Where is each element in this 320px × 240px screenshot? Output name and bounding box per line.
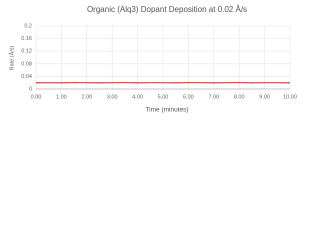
x-tick-label: 3.00	[107, 94, 118, 100]
y-axis-label: Rate (Å/s)	[8, 45, 15, 70]
y-tick-label: 0.12	[21, 49, 32, 55]
x-tick-label: 8.00	[234, 94, 245, 100]
y-tick-label: 0.2	[24, 23, 32, 29]
chart: Organic (Alq3) Dopant Deposition at 0.02…	[8, 5, 297, 114]
y-tick-label: 0	[29, 86, 32, 92]
chart-title: Organic (Alq3) Dopant Deposition at 0.02…	[87, 5, 247, 14]
x-tick-label: 5.00	[158, 94, 169, 100]
x-tick-label: 9.00	[259, 94, 270, 100]
x-tick-label: 1.00	[56, 94, 67, 100]
x-tick-label: 10.00	[283, 94, 297, 100]
x-tick-label: 0.00	[31, 94, 42, 100]
x-tick-label: 2.00	[81, 94, 92, 100]
x-tick-label: 7.00	[208, 94, 219, 100]
x-tick-label: 6.00	[183, 94, 194, 100]
data-line	[35, 81, 291, 84]
x-axis-label: Time (minutes)	[145, 107, 188, 114]
y-tick-label: 0.16	[21, 36, 32, 42]
y-tick-label: 0.04	[21, 74, 32, 80]
page: Organic (Alq3) Dopant Deposition at 0.02…	[8, 5, 297, 114]
x-tick-label: 4.00	[132, 94, 143, 100]
y-tick-label: 0.08	[21, 61, 32, 67]
